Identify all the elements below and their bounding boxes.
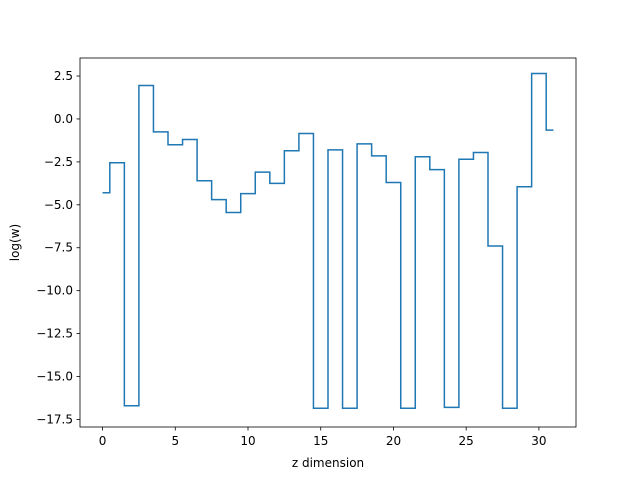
plot-frame: [79, 57, 577, 428]
series-step-line-0: [102, 72, 554, 410]
x-axis-ticks: 0 5 10 15 20 25 30: [99, 427, 547, 448]
plot-line-layer: [102, 72, 554, 410]
y-tick-label: 2.5: [54, 69, 73, 83]
x-tick-label: 20: [386, 434, 401, 448]
y-tick-label: −15.0: [36, 370, 73, 384]
x-tick-label: 30: [531, 434, 546, 448]
y-tick-label: −17.5: [36, 412, 73, 426]
y-axis-label: log(w): [8, 224, 22, 261]
y-tick-label: −5.0: [44, 198, 73, 212]
y-axis-ticks: 2.5 0.0 −2.5 −5.0 −7.5 −10.0 −12.5 −15.0 −17.5: [36, 69, 80, 426]
x-tick-label: 15: [313, 434, 328, 448]
x-tick-label: 0: [99, 434, 107, 448]
x-tick-label: 5: [171, 434, 179, 448]
x-axis-label: z dimension: [292, 456, 364, 470]
y-tick-label: −7.5: [44, 241, 73, 255]
y-tick-label: −10.0: [36, 284, 73, 298]
y-tick-label: −12.5: [36, 327, 73, 341]
x-tick-label: 25: [459, 434, 474, 448]
y-tick-label: −2.5: [44, 155, 73, 169]
y-tick-label: 0.0: [54, 112, 73, 126]
x-tick-label: 10: [240, 434, 255, 448]
